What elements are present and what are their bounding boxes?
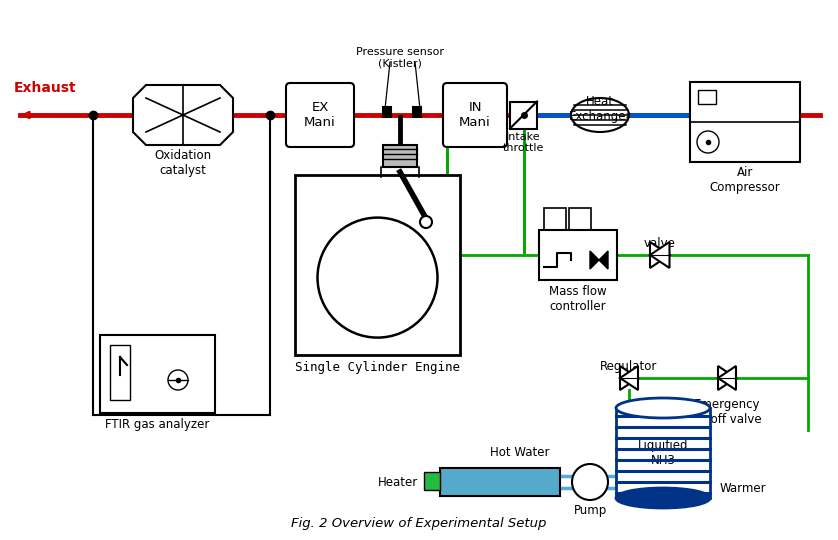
Bar	[413, 107, 421, 117]
Ellipse shape	[571, 98, 629, 132]
Bar	[544, 208, 566, 230]
Text: FTIR gas analyzer: FTIR gas analyzer	[106, 418, 210, 431]
Bar	[539, 230, 617, 280]
Bar	[698, 90, 716, 104]
Text: Oxidation
catalyst: Oxidation catalyst	[154, 149, 211, 177]
Circle shape	[420, 216, 432, 228]
Polygon shape	[620, 366, 638, 390]
Bar	[295, 175, 460, 355]
Ellipse shape	[616, 488, 710, 508]
Bar	[100, 335, 215, 413]
Polygon shape	[599, 251, 608, 269]
Polygon shape	[650, 242, 670, 268]
Bar	[440, 468, 560, 496]
Bar	[383, 107, 391, 117]
Circle shape	[697, 131, 719, 153]
Text: IN
Mani: IN Mani	[459, 101, 491, 129]
Bar	[616, 408, 710, 498]
Text: Pressure sensor
(Kistler): Pressure sensor (Kistler)	[356, 47, 444, 69]
Polygon shape	[650, 242, 670, 268]
Text: P: P	[584, 475, 596, 489]
Ellipse shape	[616, 398, 710, 418]
Circle shape	[572, 464, 608, 500]
Bar	[383, 145, 417, 167]
Text: Heater: Heater	[378, 476, 418, 489]
Text: Single Cylinder Engine: Single Cylinder Engine	[295, 361, 460, 374]
Bar	[569, 208, 591, 230]
FancyBboxPatch shape	[443, 83, 507, 147]
Text: EX
Mani: EX Mani	[304, 101, 336, 129]
Text: Heat
Exchanger: Heat Exchanger	[569, 95, 631, 123]
Bar	[690, 82, 800, 162]
FancyBboxPatch shape	[286, 83, 354, 147]
Polygon shape	[718, 366, 736, 390]
Text: Fig. 2 Overview of Experimental Setup: Fig. 2 Overview of Experimental Setup	[292, 517, 546, 530]
Polygon shape	[590, 251, 599, 269]
Circle shape	[168, 370, 188, 390]
Polygon shape	[718, 366, 736, 390]
Text: Mass flow
controller: Mass flow controller	[549, 285, 607, 313]
Text: Exhaust: Exhaust	[14, 81, 76, 95]
Text: Pump: Pump	[573, 504, 607, 517]
Circle shape	[318, 218, 437, 338]
Bar	[110, 345, 130, 400]
Text: Emergency
cutoff valve: Emergency cutoff valve	[692, 398, 762, 426]
Text: valve: valve	[644, 237, 676, 250]
Text: Hot Water: Hot Water	[490, 446, 550, 459]
Text: Intake
throttle: Intake throttle	[503, 132, 544, 153]
Text: Liquified
NH3: Liquified NH3	[638, 439, 688, 467]
Bar	[510, 102, 537, 129]
Polygon shape	[133, 85, 233, 145]
Text: Air
Compressor: Air Compressor	[710, 166, 780, 194]
Text: Regulator: Regulator	[600, 360, 658, 373]
Text: Warmer: Warmer	[720, 482, 767, 495]
Bar	[424, 472, 440, 490]
Polygon shape	[620, 366, 638, 390]
